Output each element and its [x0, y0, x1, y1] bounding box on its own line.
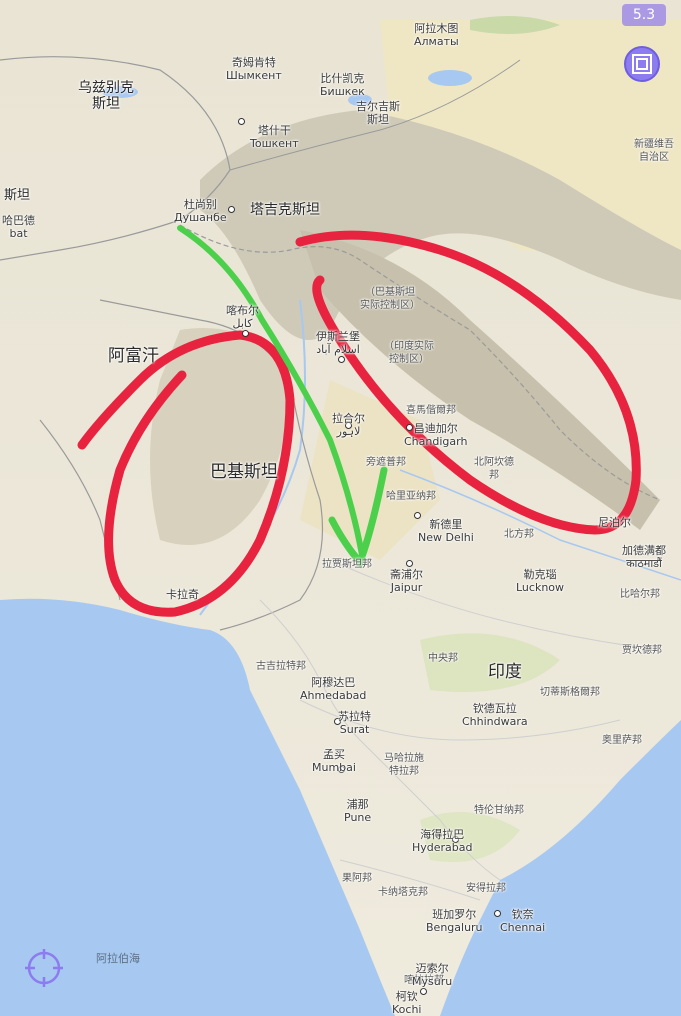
label-hyderabad: 海得拉巴 Hyderabad — [412, 828, 473, 854]
city-dot — [420, 988, 427, 995]
label-goa: 果阿邦 — [342, 873, 372, 884]
himalaya-relief — [300, 230, 660, 530]
label-pak-kashmir: （巴基斯坦 实际控制区） — [360, 287, 420, 311]
label-shymkent: 奇姆肯特 Шымкент — [226, 56, 282, 82]
label-punjab-in: 旁遮普邦 — [366, 457, 406, 468]
label-new-delhi: 新德里 New Delhi — [418, 518, 474, 544]
vegetation — [420, 812, 520, 862]
label-kerala: 喀拉拉邦 — [404, 975, 444, 986]
layers-button[interactable] — [622, 44, 662, 84]
label-lucknow: 勒克瑙 Lucknow — [516, 568, 565, 594]
label-uzbekistan: 乌兹别克 斯坦 — [78, 80, 134, 112]
label-pune: 浦那 Pune — [344, 798, 372, 824]
city-dot — [338, 766, 345, 773]
city-dot — [238, 118, 245, 125]
label-andhra: 安得拉邦 — [466, 883, 506, 894]
label-chennai: 钦奈 Chennai — [500, 908, 546, 934]
label-lahore: 拉合尔 لاہور — [332, 412, 365, 438]
city-dot — [414, 512, 421, 519]
label-ind-kashmir: （印度实际 控制区） — [384, 341, 434, 365]
label-nepal: 尼泊尔 — [598, 516, 631, 529]
locate-button[interactable] — [22, 946, 66, 990]
label-afghanistan: 阿富汗 — [108, 346, 159, 366]
ganges-river — [399, 469, 681, 581]
lake — [428, 70, 472, 86]
label-himachal: 喜馬偕爾邦 — [406, 405, 456, 416]
vegetation — [420, 633, 560, 692]
city-dot — [494, 910, 501, 917]
state-border — [339, 859, 481, 901]
label-chhattisgarh: 切蒂斯格爾邦 — [540, 687, 600, 698]
label-haryana: 哈里亚纳邦 — [386, 491, 436, 502]
city-dot — [228, 206, 235, 213]
label-chhindwara: 钦德瓦拉 Chhindwara — [462, 702, 528, 728]
label-kathmandu: 加德满都 काठमाडौं — [622, 544, 666, 570]
label-jaipur: 斋浦尔 Jaipur — [390, 568, 423, 594]
label-maharashtra: 马哈拉施 特拉邦 — [384, 753, 424, 777]
city-dot — [345, 422, 352, 429]
city-dot — [452, 836, 459, 843]
label-rajasthan: 拉贾斯坦邦 — [322, 559, 372, 570]
state-border — [299, 699, 621, 741]
city-dot — [242, 330, 249, 337]
label-pakistan: 巴基斯坦 — [210, 462, 278, 482]
label-arabian-sea: 阿拉伯海 — [96, 952, 140, 965]
label-kabul: 喀布尔 کابل — [226, 304, 259, 330]
label-dushanbe: 杜尚别 Душанбе — [174, 198, 227, 224]
label-odisha: 奥里萨邦 — [602, 735, 642, 746]
label-tashkent: 塔什干 Toшкент — [250, 124, 299, 150]
label-jharkhand: 贾坎德邦 — [622, 645, 662, 656]
city-dot — [406, 560, 413, 567]
crosshair-icon — [25, 949, 63, 987]
label-almaty: 阿拉木图 Алматы — [414, 22, 459, 48]
label-gujarat: 古吉拉特邦 — [256, 661, 306, 672]
label-turkmenistan-partial: 斯坦 — [4, 188, 31, 203]
label-ashgabat: 哈巴德 bat — [2, 214, 35, 240]
green-arrow-line — [177, 225, 365, 558]
label-chandigarh: 昌迪加尔 Chandigarh — [404, 422, 468, 448]
label-india: 印度 — [488, 662, 522, 682]
border — [0, 56, 231, 261]
label-karachi: 卡拉奇 — [166, 588, 199, 601]
red-loop-pakistan — [77, 330, 295, 617]
label-madhya-pradesh: 中央邦 — [428, 653, 458, 664]
city-dot — [334, 718, 341, 725]
border — [99, 299, 324, 631]
city-dot — [338, 356, 345, 363]
green-arrow-head — [328, 466, 388, 569]
label-bishkek: 比什凯克 Бишкек — [320, 72, 365, 98]
label-karnataka: 卡纳塔克邦 — [378, 887, 428, 898]
label-uttarakhand: 北阿坎德 邦 — [474, 457, 514, 481]
label-kyrgyzstan: 吉尔吉斯 斯坦 — [356, 100, 400, 126]
baluchistan-relief — [150, 328, 287, 545]
bay-of-bengal — [440, 720, 681, 1016]
label-kochi: 柯钦 Kochi — [392, 990, 422, 1016]
layers-icon — [624, 46, 660, 82]
city-dot — [406, 424, 413, 431]
label-ahmedabad: 阿穆达巴 Ahmedabad — [300, 676, 367, 702]
zoom-level-badge: 5.3 — [622, 4, 666, 26]
lake — [102, 86, 138, 98]
label-surat: 苏拉特 Surat — [338, 710, 371, 736]
border — [229, 59, 521, 171]
lake — [348, 94, 372, 106]
label-uttar-pradesh: 北方邦 — [504, 529, 534, 540]
label-telangana: 特伦甘纳邦 — [474, 805, 524, 816]
state-border — [329, 559, 661, 651]
label-bengaluru: 班加罗尔 Bengaluru — [426, 908, 483, 934]
label-xinjiang: 新疆维吾 自治区 — [634, 139, 674, 163]
label-islamabad: 伊斯兰堡 اسلام آباد — [316, 330, 360, 356]
red-ellipse-himalaya — [295, 230, 641, 535]
arabian-sea — [0, 598, 395, 1016]
border — [179, 224, 661, 501]
label-tajikistan: 塔吉克斯坦 — [250, 202, 320, 218]
vegetation — [470, 16, 560, 34]
label-mysuru: 迈索尔 Mysuru — [412, 962, 453, 988]
label-bihar: 比哈尔邦 — [620, 589, 660, 600]
label-mumbai: 孟买 Mumbai — [312, 748, 356, 774]
